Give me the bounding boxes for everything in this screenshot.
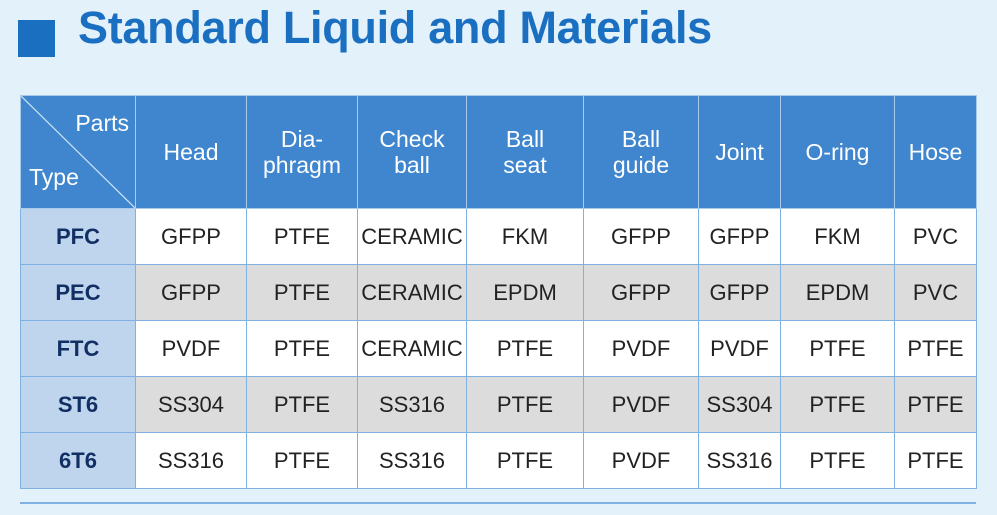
row-type-cell: FTC [20, 320, 136, 377]
table-row: 6T6 SS316 PTFE SS316 PTFE PVDF SS316 PTF… [20, 432, 977, 489]
table-cell: GFPP [583, 208, 699, 265]
column-header: Check ball [357, 95, 467, 209]
column-header: Ball guide [583, 95, 699, 209]
table-cell: SS304 [135, 376, 247, 433]
materials-table: Parts Type Head Dia-phragm Check ball Bal… [20, 95, 977, 489]
table-cell: PTFE [894, 432, 977, 489]
table-cell: PTFE [246, 376, 358, 433]
header-row: Parts Type Head Dia-phragm Check ball Bal… [20, 95, 977, 209]
table-cell: PVDF [698, 320, 781, 377]
table-row: ST6 SS304 PTFE SS316 PTFE PVDF SS304 PTF… [20, 376, 977, 433]
table-cell: SS304 [698, 376, 781, 433]
corner-parts-label: Parts [75, 110, 129, 136]
table-cell: GFPP [135, 264, 247, 321]
table-cell: PVDF [583, 376, 699, 433]
row-type-cell: PFC [20, 208, 136, 265]
row-type-cell: PEC [20, 264, 136, 321]
title-bar: Standard Liquid and Materials [0, 0, 997, 70]
table-cell: PVDF [583, 432, 699, 489]
table-cell: SS316 [698, 432, 781, 489]
table-cell: PVC [894, 264, 977, 321]
table-cell: PTFE [894, 320, 977, 377]
table-cell: CERAMIC [357, 320, 467, 377]
table-row: PFC GFPP PTFE CERAMIC FKM GFPP GFPP FKM … [20, 208, 977, 265]
column-header: Hose [894, 95, 977, 209]
column-header: Head [135, 95, 247, 209]
table-cell: SS316 [135, 432, 247, 489]
table-cell: SS316 [357, 376, 467, 433]
table-cell: PTFE [246, 320, 358, 377]
row-type-cell: ST6 [20, 376, 136, 433]
table-cell: GFPP [583, 264, 699, 321]
table-cell: PTFE [466, 376, 584, 433]
corner-header-cell: Parts Type [20, 95, 136, 209]
table-cell: PTFE [894, 376, 977, 433]
corner-type-label: Type [29, 164, 79, 190]
table-cell: PTFE [246, 432, 358, 489]
table-cell: EPDM [780, 264, 895, 321]
table-cell: GFPP [698, 208, 781, 265]
table-cell: PVDF [135, 320, 247, 377]
table-cell: FKM [466, 208, 584, 265]
corner-diagonal [21, 96, 135, 208]
table-cell: PTFE [780, 320, 895, 377]
table-cell: FKM [780, 208, 895, 265]
table-cell: PTFE [780, 376, 895, 433]
table-cell: PVC [894, 208, 977, 265]
table-cell: PTFE [246, 208, 358, 265]
bottom-divider [20, 502, 976, 504]
table-cell: PTFE [466, 320, 584, 377]
table-cell: PVDF [583, 320, 699, 377]
table-cell: CERAMIC [357, 208, 467, 265]
row-type-cell: 6T6 [20, 432, 136, 489]
table-row: PEC GFPP PTFE CERAMIC EPDM GFPP GFPP EPD… [20, 264, 977, 321]
column-header: O-ring [780, 95, 895, 209]
table-cell: PTFE [466, 432, 584, 489]
table-cell: PTFE [246, 264, 358, 321]
table-cell: EPDM [466, 264, 584, 321]
table-cell: PTFE [780, 432, 895, 489]
table-cell: GFPP [698, 264, 781, 321]
column-header: Dia-phragm [246, 95, 358, 209]
column-header: Joint [698, 95, 781, 209]
column-header: Ball seat [466, 95, 584, 209]
table-cell: SS316 [357, 432, 467, 489]
page-title: Standard Liquid and Materials [78, 2, 712, 53]
table-cell: CERAMIC [357, 264, 467, 321]
title-square-icon [18, 20, 55, 57]
table-cell: GFPP [135, 208, 247, 265]
table-row: FTC PVDF PTFE CERAMIC PTFE PVDF PVDF PTF… [20, 320, 977, 377]
